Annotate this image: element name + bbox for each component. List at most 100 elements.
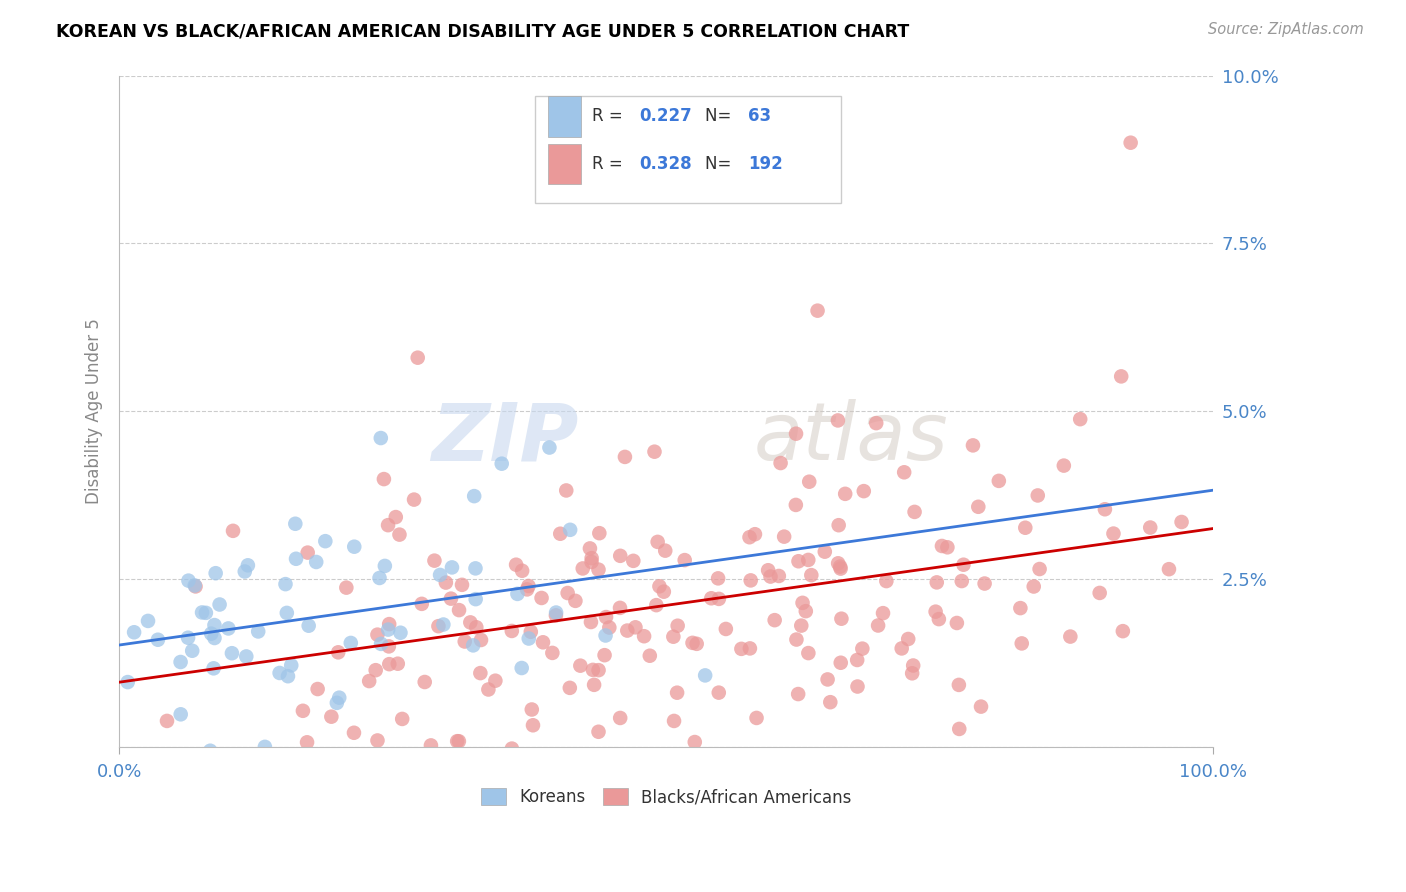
Point bbox=[335, 581, 357, 595]
Point bbox=[548, 526, 571, 541]
Point bbox=[763, 613, 786, 627]
Point bbox=[274, 577, 297, 591]
Point bbox=[1026, 488, 1049, 502]
Point bbox=[647, 534, 669, 549]
Point bbox=[1069, 412, 1091, 426]
Point bbox=[643, 444, 665, 458]
Point bbox=[707, 571, 730, 585]
Point bbox=[830, 612, 852, 626]
Point bbox=[846, 680, 869, 694]
Point bbox=[1014, 521, 1036, 535]
Point bbox=[852, 484, 875, 499]
Point bbox=[538, 441, 561, 455]
Point bbox=[200, 626, 222, 640]
Point bbox=[464, 592, 486, 607]
Point bbox=[950, 574, 973, 588]
Point bbox=[221, 646, 243, 660]
Point bbox=[447, 734, 470, 748]
Point bbox=[366, 627, 388, 641]
Point bbox=[343, 725, 366, 739]
Point bbox=[235, 649, 257, 664]
Point bbox=[962, 438, 984, 452]
Point bbox=[247, 624, 270, 639]
Point bbox=[695, 668, 717, 682]
Point bbox=[830, 561, 852, 575]
Point bbox=[451, 578, 474, 592]
Point bbox=[146, 632, 169, 647]
Text: 0.328: 0.328 bbox=[638, 154, 692, 173]
Point bbox=[364, 663, 387, 677]
Point bbox=[429, 568, 451, 582]
Point bbox=[645, 598, 668, 612]
Point bbox=[366, 733, 388, 747]
Point bbox=[463, 489, 485, 503]
Point bbox=[298, 618, 321, 632]
Point bbox=[571, 561, 593, 575]
Point bbox=[339, 636, 361, 650]
Point bbox=[830, 656, 852, 670]
Point bbox=[792, 596, 814, 610]
Point bbox=[851, 641, 873, 656]
Point bbox=[440, 591, 463, 606]
Point bbox=[200, 744, 222, 758]
Point bbox=[593, 648, 616, 662]
Point bbox=[759, 569, 782, 583]
Point bbox=[744, 527, 766, 541]
Point bbox=[730, 755, 752, 769]
Point bbox=[222, 524, 245, 538]
Point bbox=[730, 641, 752, 656]
Point bbox=[484, 673, 506, 688]
Point bbox=[560, 523, 582, 537]
Point bbox=[1170, 515, 1192, 529]
Point bbox=[406, 351, 429, 365]
Point bbox=[707, 591, 730, 606]
Point bbox=[616, 624, 638, 638]
Point bbox=[184, 579, 207, 593]
Point bbox=[370, 431, 392, 445]
Point bbox=[924, 605, 946, 619]
FancyBboxPatch shape bbox=[548, 96, 581, 136]
Point bbox=[204, 566, 226, 581]
Point bbox=[156, 714, 179, 728]
Point bbox=[830, 559, 852, 574]
Point bbox=[948, 678, 970, 692]
Point bbox=[530, 591, 553, 605]
Point bbox=[181, 644, 204, 658]
Point bbox=[588, 663, 610, 677]
Point bbox=[738, 641, 761, 656]
Point bbox=[948, 722, 970, 736]
Point bbox=[117, 675, 139, 690]
Point bbox=[1059, 630, 1081, 644]
Point bbox=[875, 574, 897, 588]
Point bbox=[827, 413, 849, 427]
Point bbox=[505, 558, 527, 572]
Point bbox=[952, 558, 974, 572]
Point bbox=[307, 681, 329, 696]
Point bbox=[901, 658, 924, 673]
Point bbox=[423, 554, 446, 568]
Point bbox=[1102, 526, 1125, 541]
Point bbox=[517, 579, 540, 593]
Point bbox=[284, 516, 307, 531]
Point bbox=[1157, 562, 1180, 576]
Point bbox=[470, 666, 492, 681]
Point bbox=[346, 752, 368, 766]
Point bbox=[194, 606, 217, 620]
Point bbox=[280, 658, 302, 673]
Point bbox=[666, 618, 689, 632]
Point bbox=[440, 773, 463, 788]
Point bbox=[897, 632, 920, 646]
Point bbox=[768, 569, 790, 583]
Point bbox=[970, 699, 993, 714]
Point bbox=[648, 579, 671, 593]
Point bbox=[745, 711, 768, 725]
Point bbox=[790, 618, 813, 632]
Point bbox=[377, 518, 399, 533]
Point bbox=[901, 666, 924, 681]
Point bbox=[454, 634, 477, 648]
Point bbox=[531, 635, 554, 649]
Point bbox=[890, 641, 912, 656]
Point bbox=[434, 575, 457, 590]
Point bbox=[673, 553, 696, 567]
Text: R =: R = bbox=[592, 154, 628, 173]
